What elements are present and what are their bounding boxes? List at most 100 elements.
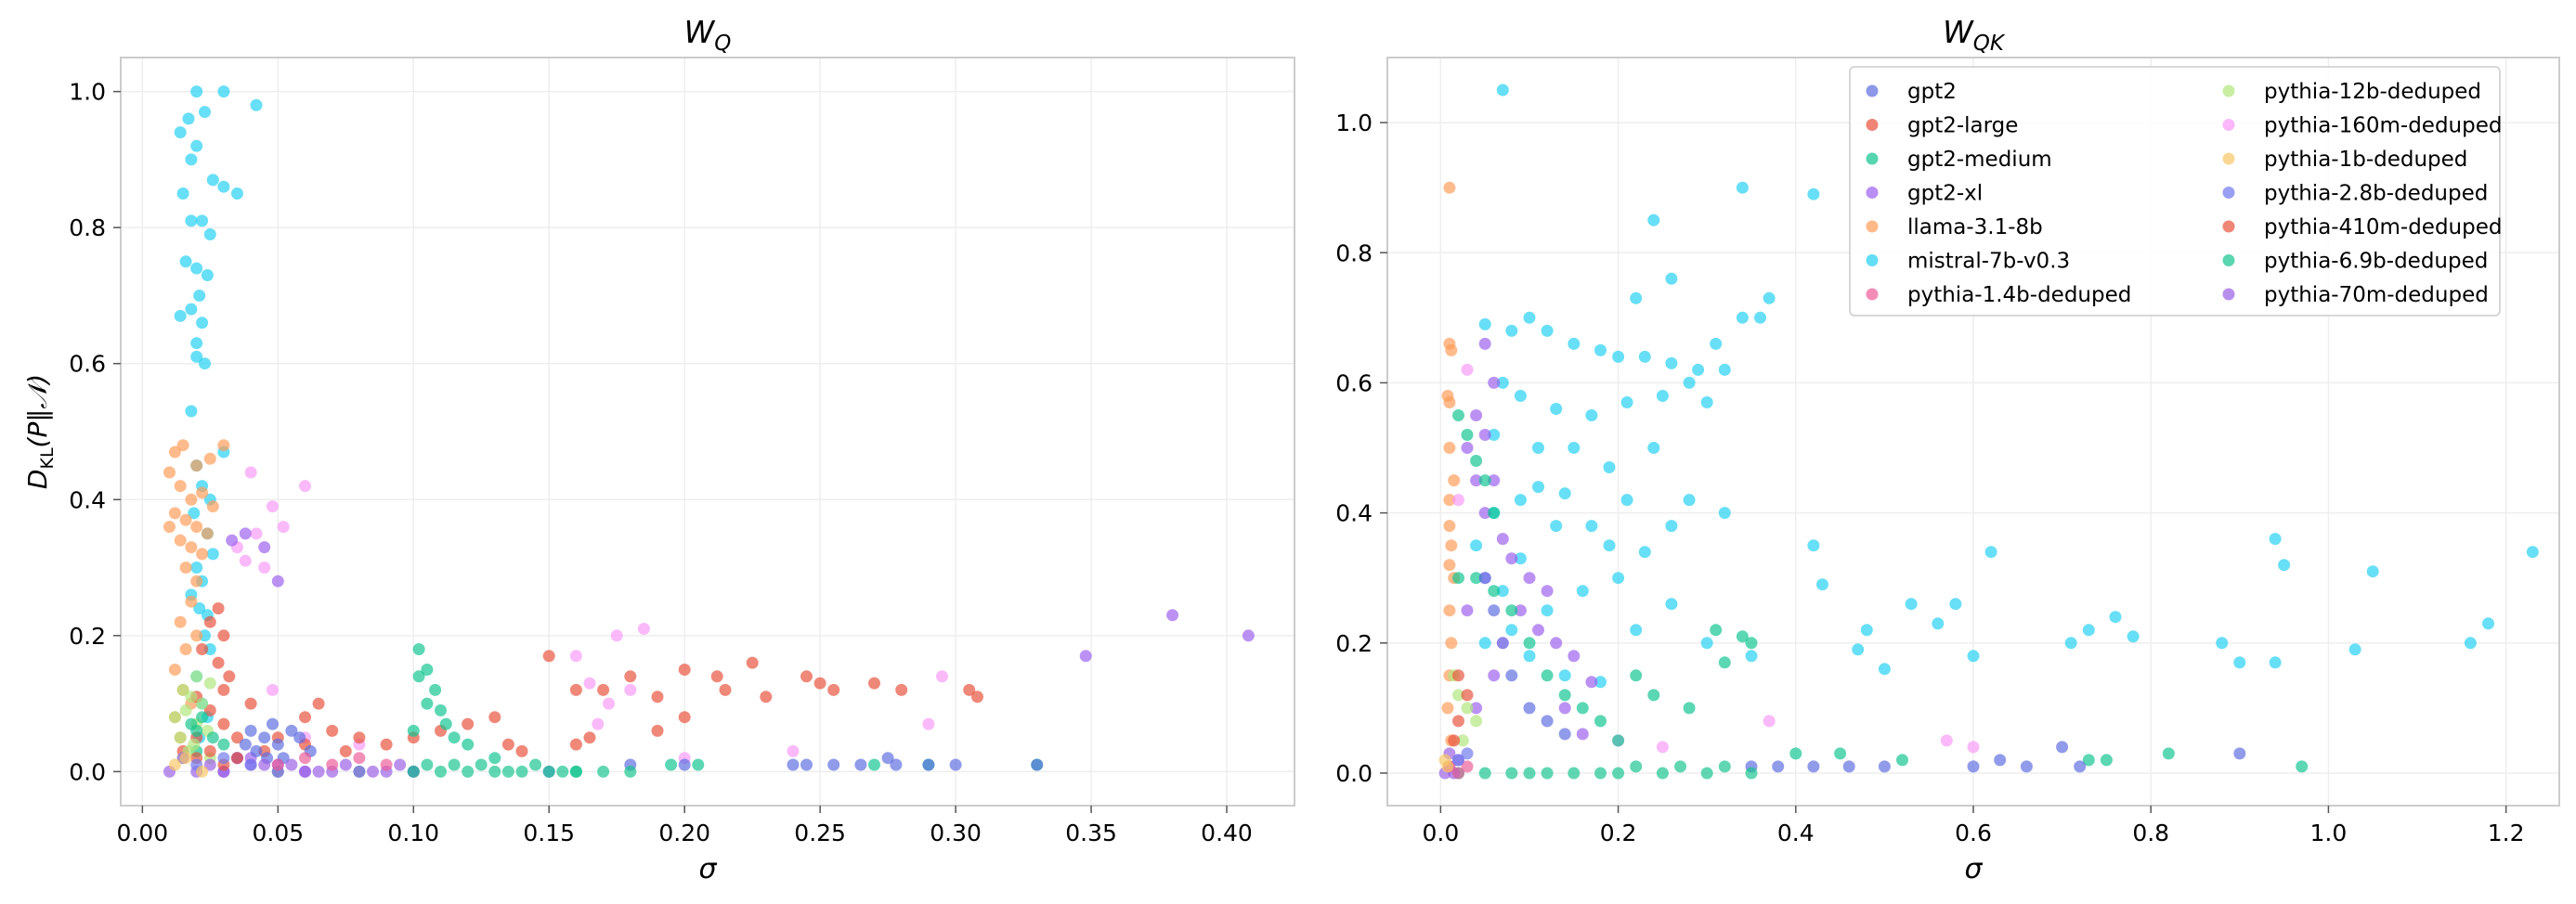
data-point <box>353 752 366 765</box>
data-point <box>542 650 555 663</box>
x-axis-label: σ <box>698 853 717 885</box>
data-point <box>231 187 243 200</box>
plot-frame <box>120 57 1295 807</box>
chart-title-base: W <box>1943 14 1974 50</box>
data-point <box>1470 572 1483 585</box>
data-point <box>1630 760 1643 773</box>
x-tick-label: 0.25 <box>794 820 846 846</box>
data-point <box>448 758 461 771</box>
data-point <box>217 629 230 642</box>
y-tick-label: 1.0 <box>69 79 106 106</box>
data-point <box>1568 767 1581 780</box>
data-point <box>185 493 198 506</box>
data-point <box>1523 650 1536 663</box>
data-point <box>217 752 230 765</box>
data-point <box>462 738 475 751</box>
data-point <box>1488 585 1501 598</box>
data-point <box>1031 758 1044 771</box>
series-pythia-410m-deduped <box>1448 669 1474 747</box>
data-point <box>1478 474 1491 487</box>
data-point <box>206 500 219 513</box>
data-point <box>2082 754 2095 767</box>
data-point <box>244 697 257 710</box>
data-point <box>1638 546 1651 559</box>
data-point <box>1523 767 1536 780</box>
data-point <box>1656 767 1669 780</box>
data-point <box>1674 760 1686 773</box>
data-point <box>1488 474 1501 487</box>
x-tick-label: 0.20 <box>658 820 710 846</box>
data-point <box>185 214 198 227</box>
data-point <box>868 677 880 690</box>
data-point <box>239 527 252 540</box>
legend-marker <box>1866 119 1879 131</box>
data-point <box>1620 494 1633 507</box>
data-point <box>293 731 306 744</box>
data-point <box>868 758 880 771</box>
data-point <box>678 758 691 771</box>
data-point <box>435 704 447 717</box>
data-point <box>174 309 187 322</box>
x-tick-label: 0.8 <box>2132 820 2169 846</box>
data-point <box>203 744 216 757</box>
data-point <box>174 126 187 139</box>
data-point <box>285 724 298 737</box>
data-point <box>2464 637 2477 650</box>
data-point <box>1461 604 1474 617</box>
y-tick-label: 0.8 <box>69 214 106 241</box>
data-point <box>2082 624 2095 637</box>
data-point <box>1470 539 1483 552</box>
y-tick-label: 1.0 <box>1335 110 1373 136</box>
data-point <box>190 521 203 534</box>
data-point <box>190 459 203 472</box>
data-point <box>488 765 501 778</box>
data-point <box>1710 337 1723 350</box>
data-point <box>1478 337 1491 350</box>
y-tick-label: 0.4 <box>69 486 106 513</box>
data-point <box>1452 572 1464 585</box>
data-point <box>1445 539 1458 552</box>
data-point <box>1683 494 1696 507</box>
data-point <box>1496 637 1509 650</box>
legend-label: mistral-7b-v0.3 <box>1907 250 2070 274</box>
data-point <box>435 765 447 778</box>
data-point <box>2482 617 2494 630</box>
x-tick-label: 0.05 <box>252 820 304 846</box>
data-point <box>1488 376 1501 389</box>
data-point <box>2296 760 2309 773</box>
data-point <box>217 180 230 193</box>
data-point <box>271 575 284 588</box>
data-point <box>2074 760 2087 773</box>
data-point <box>223 670 236 683</box>
data-point <box>271 738 284 751</box>
data-point <box>1576 728 1589 741</box>
data-point <box>1541 715 1554 728</box>
series-pythia-6.9b-deduped <box>185 711 637 778</box>
data-point <box>179 513 192 526</box>
data-point <box>1984 546 1997 559</box>
y-tick-label: 0.4 <box>1335 500 1373 527</box>
data-point <box>412 643 425 655</box>
data-point <box>1443 604 1456 617</box>
data-point <box>203 615 216 628</box>
data-point <box>2366 565 2379 578</box>
data-point <box>199 357 211 370</box>
data-point <box>1594 676 1607 689</box>
data-point <box>1443 520 1456 533</box>
data-point <box>895 683 908 696</box>
y-axis-label-base: D <box>22 470 53 490</box>
data-point <box>1443 396 1456 408</box>
y-tick-label: 0.6 <box>69 351 106 378</box>
data-point <box>827 683 840 696</box>
data-point <box>1842 760 1855 773</box>
data-point <box>1630 291 1643 304</box>
legend-label: pythia-2.8b-deduped <box>2264 182 2488 206</box>
data-point <box>1612 734 1625 747</box>
x-tick-label: 0.4 <box>1777 820 1815 846</box>
data-point <box>1532 481 1544 494</box>
x-tick-label: 0.30 <box>930 820 982 846</box>
data-point <box>1576 702 1589 715</box>
data-point <box>2233 656 2246 669</box>
data-point <box>1612 572 1625 585</box>
data-point <box>2526 546 2539 559</box>
